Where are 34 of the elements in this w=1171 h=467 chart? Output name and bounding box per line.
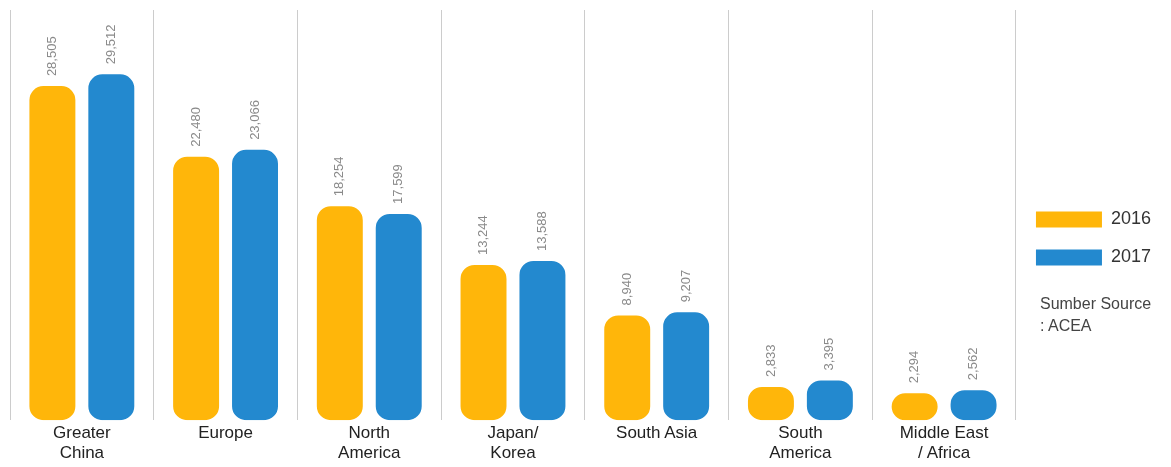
- legend-label: 2016: [1110, 208, 1151, 229]
- x-tick-label: Japan/ Korea: [487, 423, 539, 463]
- bar: [604, 315, 651, 421]
- data-label: 29,512: [102, 24, 118, 65]
- x-tick-label: South Asia: [616, 423, 698, 443]
- bar: [375, 213, 422, 421]
- bar: [663, 312, 710, 421]
- x-tick-label: North America: [338, 423, 401, 463]
- legend-label: 2017: [1110, 246, 1151, 267]
- data-label: 22,480: [187, 106, 203, 147]
- data-label: 8,940: [618, 272, 634, 306]
- bar: [173, 156, 220, 421]
- bar: [460, 264, 507, 421]
- x-tick-label: South America: [769, 423, 833, 463]
- data-label: 9,207: [677, 269, 693, 303]
- x-tick-label: Europe: [198, 423, 253, 443]
- bar: [316, 206, 363, 421]
- bar: [88, 74, 135, 421]
- text: Sumber Source : ACEA: [1039, 294, 1152, 334]
- data-label: 2,833: [762, 344, 778, 377]
- data-label: 28,505: [43, 36, 59, 77]
- data-label: 18,254: [331, 156, 347, 197]
- data-label: 2,294: [906, 350, 922, 384]
- bar: [232, 149, 278, 421]
- data-label: 13,588: [534, 211, 550, 251]
- data-label: 17,599: [390, 164, 406, 204]
- x-tick-label: Greater China: [53, 423, 111, 463]
- data-label: 13,244: [475, 215, 491, 255]
- bar: [29, 86, 76, 421]
- data-label: 3,395: [821, 337, 837, 371]
- bar: [519, 260, 566, 421]
- data-label: 2,562: [965, 347, 981, 381]
- x-tick-label: Middle East / Africa: [899, 423, 989, 463]
- data-label: 23,066: [246, 100, 262, 140]
